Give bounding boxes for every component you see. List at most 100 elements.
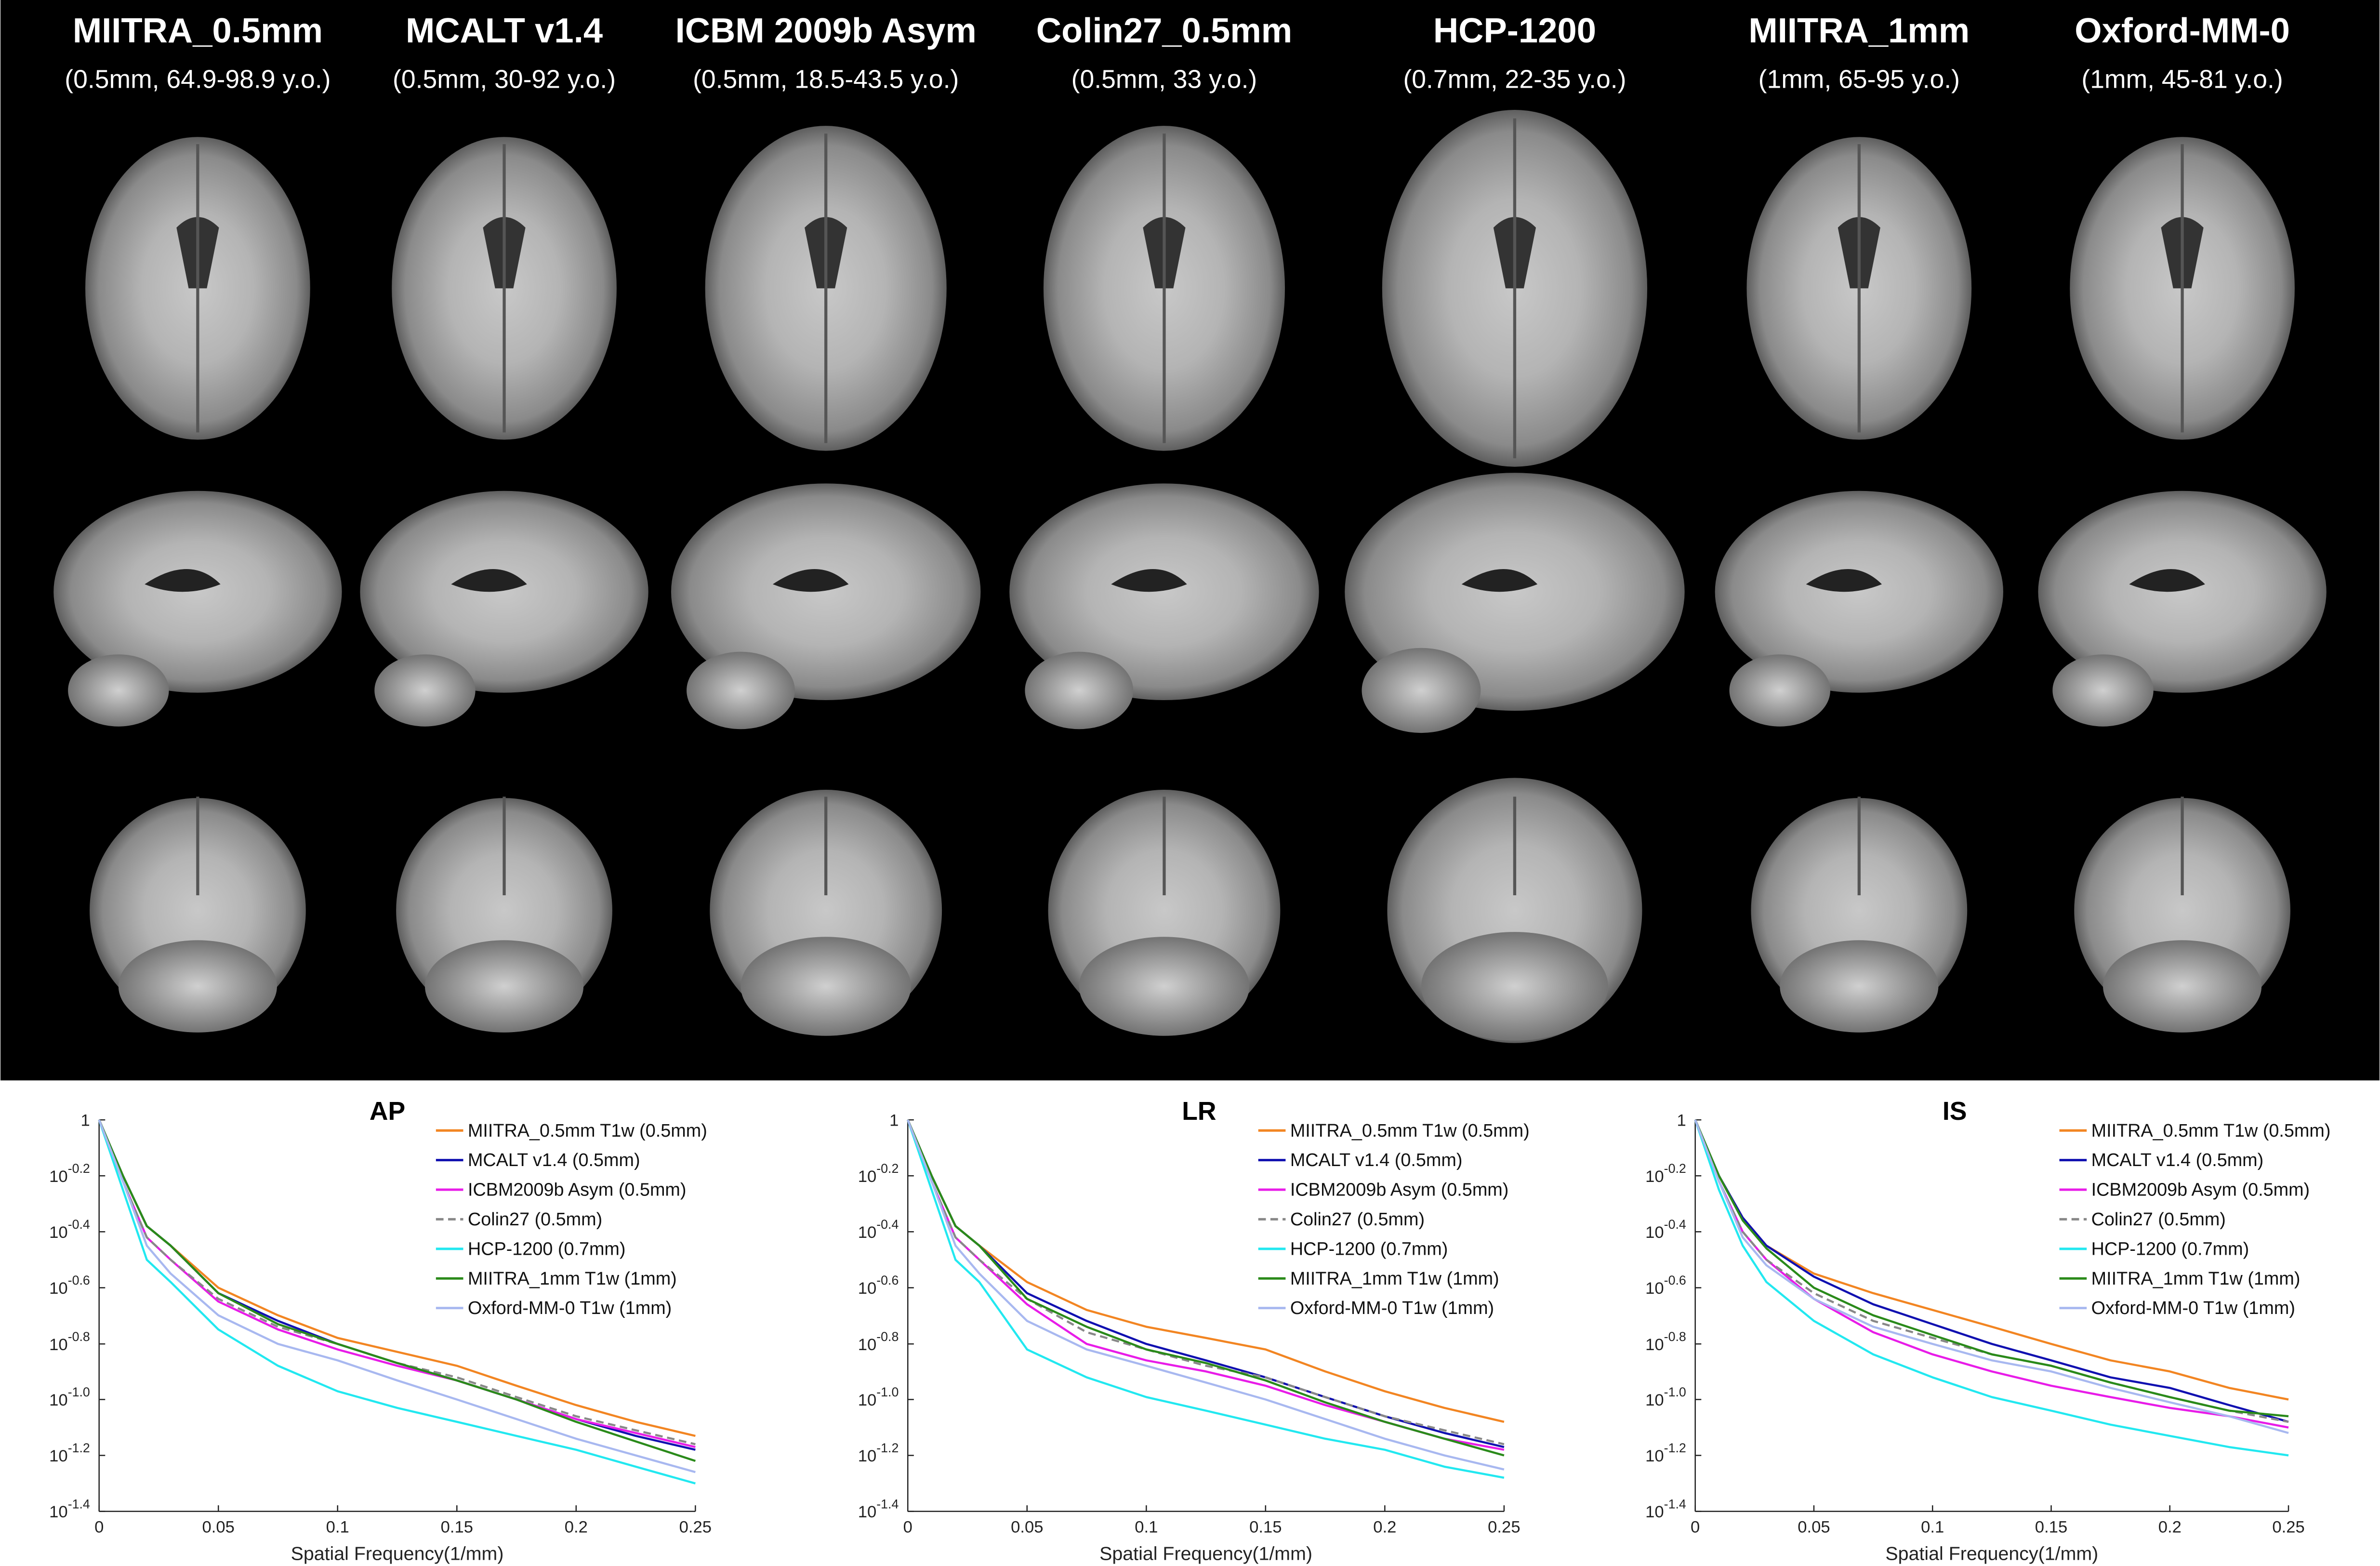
sagittal-slice [1715,491,2003,693]
chart-title: IS [1943,1097,1967,1126]
legend-label: MCALT v1.4 (0.5mm) [1290,1150,1463,1170]
legend-label: Colin27 (0.5mm) [468,1209,602,1230]
sagittal-slice [1009,483,1319,701]
ventricle [451,569,527,592]
atlas-title: HCP-1200 [1433,11,1596,50]
atlas-title: Oxford-MM-0 [2075,11,2290,50]
ventricle [1461,569,1538,592]
y-tick-label: 10-0.2 [858,1161,899,1186]
series-line [907,1119,1505,1446]
y-tick-label: 10-1.2 [1645,1441,1686,1465]
x-tick-label: 0.25 [679,1518,712,1537]
ventricle [1806,569,1882,592]
y-tick-label: 10-0.4 [49,1217,90,1242]
coronal-cerebellum [1079,937,1250,1036]
atlas-title: MCALT v1.4 [406,11,603,50]
series-line [1694,1119,2289,1457]
legend-label: MIITRA_0.5mm T1w (0.5mm) [2091,1121,2331,1141]
x-tick-label: 0 [1691,1518,1700,1537]
legend-label: MIITRA_0.5mm T1w (0.5mm) [1290,1121,1530,1141]
x-tick-label: 0.1 [1921,1518,1944,1537]
series-line [98,1119,696,1485]
series-line [907,1119,1505,1457]
atlas-title: MIITRA_1mm [1748,11,1970,50]
y-tick-label: 10-1.0 [1645,1385,1686,1409]
x-axis-label: Spatial Frequency(1/mm) [1885,1543,2098,1564]
coronal-cerebellum [740,937,911,1036]
series-line [1694,1119,2289,1434]
x-tick-label: 0.05 [1798,1518,1830,1537]
legend-label: MCALT v1.4 (0.5mm) [2091,1150,2264,1170]
x-axis-label: Spatial Frequency(1/mm) [1099,1543,1312,1564]
y-tick-label: 10-0.2 [49,1161,90,1186]
series-line [1694,1119,2289,1418]
series-line [98,1119,696,1473]
chart-title: AP [370,1097,405,1126]
coronal-cerebellum [2103,940,2262,1033]
x-tick-label: 0.2 [565,1518,588,1537]
x-tick-label: 0.05 [202,1518,235,1537]
y-tick-label: 10-1.4 [1645,1497,1686,1521]
legend-label: HCP-1200 (0.7mm) [2091,1239,2249,1259]
sagittal-slice [360,491,648,693]
legend-label: Oxford-MM-0 T1w (1mm) [1290,1298,1494,1318]
legend-label: MIITRA_1mm T1w (1mm) [2091,1269,2301,1289]
atlas-title: Colin27_0.5mm [1036,11,1292,50]
legend-label: MIITRA_0.5mm T1w (0.5mm) [468,1121,707,1141]
coronal-cerebellum [425,940,584,1033]
y-tick-label: 10-0.4 [1645,1217,1686,1242]
x-tick-label: 0.1 [326,1518,349,1537]
y-tick-label: 10-0.4 [858,1217,899,1242]
coronal-cerebellum [1780,940,1939,1033]
y-tick-label: 10-0.8 [49,1329,90,1354]
chart-title: LR [1182,1097,1216,1126]
x-tick-label: 0.2 [1373,1518,1396,1537]
y-tick-label: 10-1.2 [858,1441,899,1465]
atlas-subtitle: (1mm, 65-95 y.o.) [1759,66,1960,94]
series-line [98,1119,696,1462]
sagittal-slice [2038,491,2327,693]
y-tick-label: 10-1.2 [49,1441,90,1465]
legend-label: HCP-1200 (0.7mm) [468,1239,626,1259]
cerebellum [1025,651,1134,730]
sagittal-slice [671,483,981,701]
legend-label: Colin27 (0.5mm) [2091,1209,2226,1230]
atlas-subtitle: (0.5mm, 18.5-43.5 y.o.) [693,66,959,94]
y-tick-label: 10-1.4 [858,1497,899,1521]
x-tick-label: 0.25 [2272,1518,2304,1537]
ventricle [1111,569,1187,592]
ventricle [2129,569,2205,592]
y-tick-label: 10-0.2 [1645,1161,1686,1186]
atlas-subtitle: (1mm, 45-81 y.o.) [2081,66,2283,94]
ventricle [145,569,221,592]
series-line [907,1119,1505,1471]
y-tick-label: 1 [81,1112,90,1130]
brain-images [53,110,2327,1043]
x-tick-label: 0.15 [1249,1518,1282,1537]
x-tick-label: 0 [903,1518,912,1537]
cerebellum [68,654,169,727]
legend-label: HCP-1200 (0.7mm) [1290,1239,1448,1259]
legend-label: MIITRA_1mm T1w (1mm) [1290,1269,1499,1289]
x-tick-label: 0.15 [441,1518,473,1537]
y-tick-label: 10-0.6 [1645,1273,1686,1298]
atlas-subtitle: (0.7mm, 22-35 y.o.) [1403,66,1626,94]
y-tick-label: 10-1.4 [49,1497,90,1521]
x-tick-label: 0.25 [1488,1518,1520,1537]
atlas-subtitle: (0.5mm, 33 y.o.) [1071,66,1257,94]
x-tick-label: 0.1 [1135,1518,1158,1537]
x-tick-label: 0.2 [2158,1518,2182,1537]
x-tick-label: 0 [94,1518,104,1537]
atlas-title: ICBM 2009b Asym [675,11,977,50]
cerebellum [374,654,476,727]
legend-label: ICBM2009b Asym (0.5mm) [2091,1180,2310,1200]
legend-label: Colin27 (0.5mm) [1290,1209,1425,1230]
atlas-subtitle: (0.5mm, 30-92 y.o.) [393,66,616,94]
y-tick-label: 1 [889,1112,899,1130]
legend-label: MCALT v1.4 (0.5mm) [468,1150,640,1170]
cerebellum [1729,654,1830,727]
coronal-cerebellum [1421,932,1608,1041]
y-tick-label: 10-0.8 [1645,1329,1686,1354]
coronal-cerebellum [118,940,277,1033]
